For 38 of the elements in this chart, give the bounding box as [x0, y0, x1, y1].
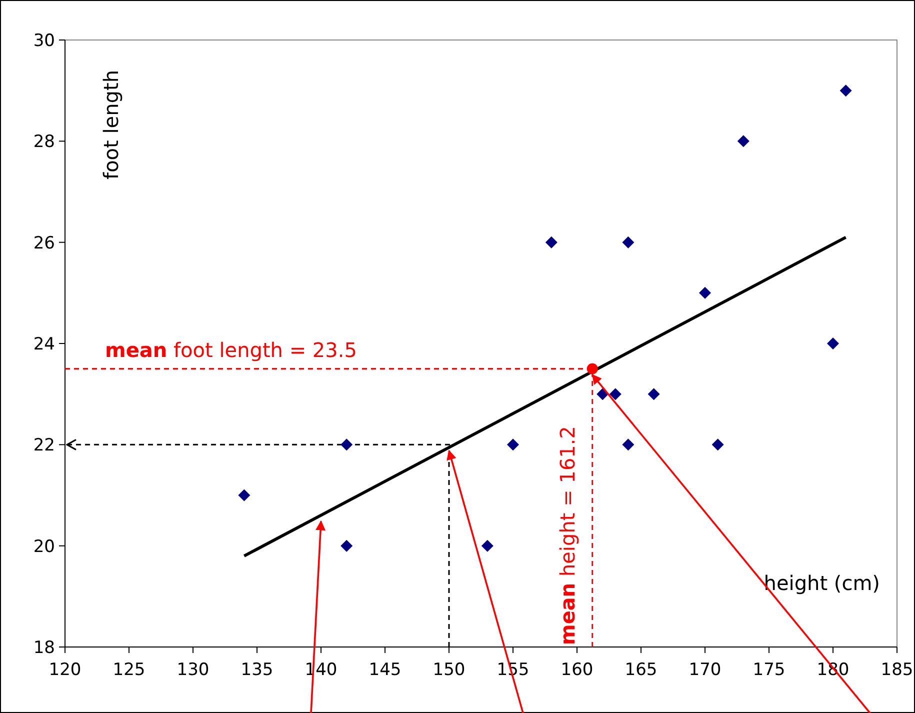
y-tick-label: 28	[33, 132, 55, 152]
y-tick-label: 30	[33, 31, 55, 51]
y-tick-label: 24	[33, 334, 55, 354]
ref-line-label: mean height = 161.2	[555, 426, 580, 645]
point	[609, 388, 622, 400]
point	[712, 438, 724, 451]
y-tick-label: 26	[33, 233, 55, 254]
y-tick-label: 18	[33, 638, 55, 658]
point	[481, 540, 494, 552]
point	[622, 236, 634, 248]
x-tick-label: 145	[368, 660, 402, 680]
x-tick-label: 150	[432, 660, 466, 680]
x-tick-label: 130	[176, 660, 210, 680]
x-tick-label: 175	[752, 660, 786, 680]
point	[586, 363, 598, 374]
y-axis-title: foot length	[99, 70, 123, 180]
point	[507, 438, 519, 451]
x-tick-label: 185	[880, 660, 914, 680]
point	[340, 540, 353, 552]
x-tick-label: 160	[560, 660, 594, 680]
x-tick-label: 120	[48, 660, 82, 680]
point	[238, 489, 250, 502]
point	[827, 338, 839, 350]
y-tick-label: 22	[33, 436, 55, 456]
point	[545, 236, 558, 248]
point	[648, 388, 660, 400]
x-tick-label: 170	[688, 660, 722, 680]
x-tick-label: 125	[112, 660, 146, 680]
ref-line-label: mean foot length = 23.5	[105, 338, 357, 362]
point	[699, 286, 711, 299]
x-tick-label: 165	[624, 660, 658, 680]
point	[622, 438, 634, 451]
x-axis-title: height (cm)	[764, 571, 880, 595]
point	[840, 84, 852, 97]
point	[737, 135, 750, 148]
y-tick-label: 20	[33, 536, 55, 557]
x-tick-label: 135	[240, 660, 274, 680]
point	[340, 438, 353, 451]
